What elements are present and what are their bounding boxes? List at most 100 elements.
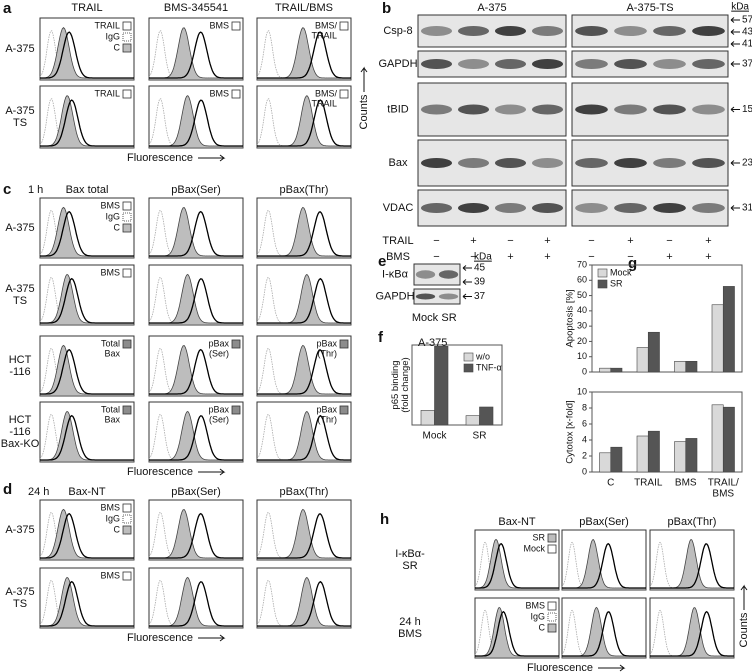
plot-frame bbox=[591, 264, 743, 373]
bar bbox=[636, 435, 649, 473]
blot-band bbox=[653, 59, 686, 69]
bar bbox=[434, 346, 449, 426]
treated-curve bbox=[149, 210, 243, 257]
legend-label: IgG bbox=[105, 31, 120, 41]
igg-curve bbox=[474, 609, 559, 657]
kda-value: 41 bbox=[742, 39, 752, 50]
x-tick-label: TRAIL bbox=[634, 478, 663, 489]
text-line: A-375 bbox=[5, 105, 34, 117]
legend-label: w/o bbox=[475, 351, 490, 361]
legend-swatch bbox=[122, 514, 132, 524]
blot-label: I-κBα bbox=[382, 268, 409, 280]
treated-curve bbox=[40, 99, 134, 147]
legend-label: SR bbox=[610, 278, 623, 288]
bar bbox=[479, 406, 494, 426]
blot-band bbox=[653, 104, 686, 115]
treatment-sign: + bbox=[705, 251, 711, 263]
bar bbox=[636, 347, 649, 373]
column-header: pBax(Thr) bbox=[668, 516, 717, 528]
column-header: Bax total bbox=[66, 184, 109, 196]
text-line: I-κBα- bbox=[395, 548, 425, 560]
bar bbox=[722, 286, 735, 373]
histogram-frame bbox=[649, 597, 735, 659]
bar bbox=[599, 367, 612, 373]
lane-label: SR bbox=[441, 312, 456, 324]
treated-curve bbox=[149, 415, 243, 461]
text-line: BMS bbox=[398, 628, 422, 640]
legend-label: pBax (Thr) bbox=[316, 405, 337, 425]
blot-band bbox=[420, 203, 453, 213]
blot bbox=[413, 263, 461, 286]
y-axis-label: Cytotox [x-fold] bbox=[565, 400, 576, 463]
y-tick-label: 0 bbox=[582, 466, 587, 476]
text-line: pBax bbox=[208, 339, 229, 349]
legend-swatch bbox=[231, 339, 241, 349]
blot-band bbox=[457, 203, 490, 213]
legend-label: IgG bbox=[105, 211, 120, 221]
blot-label: GAPDH bbox=[375, 290, 414, 302]
legend-label: IgG bbox=[105, 513, 120, 523]
text-line: TRAIL bbox=[311, 31, 337, 41]
blot-band bbox=[614, 203, 647, 213]
plot-frame bbox=[591, 391, 743, 473]
blot-band bbox=[457, 59, 490, 69]
histogram-frame bbox=[474, 597, 560, 659]
text-line: TS bbox=[13, 117, 27, 129]
blot-band bbox=[531, 158, 564, 168]
legend-label: BMS bbox=[100, 570, 120, 580]
legend-swatch bbox=[547, 623, 557, 633]
legend-label: C bbox=[114, 524, 121, 534]
panel-label: f bbox=[378, 329, 384, 346]
blot-band bbox=[457, 104, 490, 115]
blot-label: tBID bbox=[387, 103, 408, 115]
y-tick-label: 2 bbox=[582, 450, 587, 460]
arrow bbox=[198, 154, 226, 162]
treatment-sign: − bbox=[433, 235, 439, 247]
blot-band bbox=[438, 293, 459, 300]
kda-value: 37 bbox=[742, 59, 752, 70]
arrow bbox=[740, 584, 748, 610]
legend-label: Mock bbox=[523, 543, 545, 553]
treated-curve bbox=[257, 99, 351, 147]
blot-band bbox=[420, 158, 453, 168]
treatment-sign: + bbox=[470, 235, 476, 247]
panel-label: e bbox=[378, 253, 386, 270]
blot bbox=[413, 288, 461, 305]
lane-label: Mock bbox=[412, 312, 439, 324]
bar bbox=[722, 406, 735, 473]
legend-swatch bbox=[122, 32, 132, 42]
legend-swatch bbox=[122, 525, 132, 535]
text-line: p65 binding bbox=[389, 360, 400, 409]
treated-curve bbox=[257, 349, 351, 395]
row-label: A-375 TS bbox=[5, 105, 34, 129]
column-header: pBax(Ser) bbox=[579, 516, 629, 528]
arrow bbox=[730, 106, 740, 113]
bar bbox=[685, 360, 698, 373]
legend-swatch bbox=[122, 405, 132, 415]
x-axis-label: Fluorescence bbox=[127, 152, 193, 164]
treatment-label: BMS bbox=[386, 251, 410, 263]
row-label: A-375 TS bbox=[5, 283, 34, 307]
legend-swatch bbox=[547, 533, 557, 543]
treated-curve bbox=[257, 31, 351, 79]
legend-swatch bbox=[231, 405, 241, 415]
text-line: BMS/ bbox=[315, 21, 338, 31]
legend-swatch bbox=[122, 89, 132, 99]
group-header: A-375 bbox=[477, 2, 506, 14]
treated-curve bbox=[257, 211, 351, 257]
y-tick-label: 70 bbox=[577, 259, 587, 269]
arrow bbox=[198, 634, 226, 642]
treatment-sign: − bbox=[588, 235, 594, 247]
text-line: -116 bbox=[9, 426, 30, 438]
text-line: pBax bbox=[316, 339, 337, 349]
arrow bbox=[730, 205, 740, 211]
text-line: Bax bbox=[104, 349, 120, 359]
legend-swatch bbox=[597, 268, 608, 278]
blot-band bbox=[575, 203, 608, 213]
text-line: BMS bbox=[712, 488, 734, 499]
treated-curve bbox=[40, 211, 134, 257]
blot-band bbox=[494, 26, 527, 36]
treated-curve bbox=[149, 581, 243, 627]
arrow bbox=[462, 265, 472, 271]
